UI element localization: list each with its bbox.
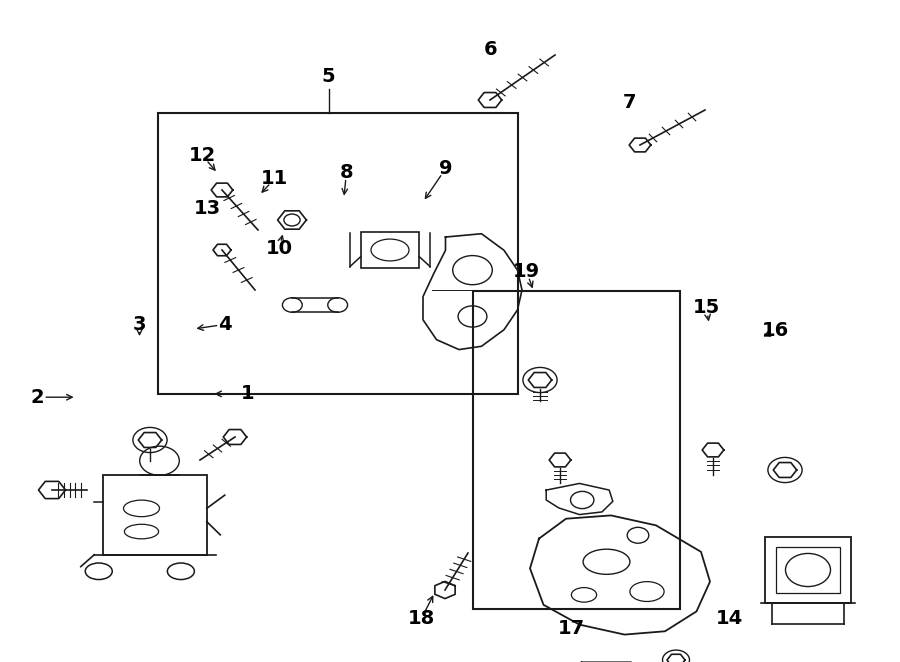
Text: 12: 12	[189, 146, 216, 165]
Text: 13: 13	[194, 199, 220, 218]
Text: 1: 1	[240, 385, 255, 403]
Text: 9: 9	[439, 160, 452, 178]
Text: 10: 10	[266, 239, 292, 258]
Text: 18: 18	[408, 610, 435, 628]
Text: 2: 2	[31, 388, 45, 406]
Text: 7: 7	[623, 93, 637, 112]
Bar	[765, 537, 850, 603]
Text: 17: 17	[558, 619, 585, 638]
Text: 6: 6	[483, 40, 498, 59]
Text: 19: 19	[513, 262, 540, 281]
Text: 3: 3	[133, 315, 146, 334]
Bar	[158, 113, 518, 394]
Text: 5: 5	[321, 67, 336, 86]
Text: 16: 16	[762, 322, 789, 340]
Text: 4: 4	[218, 315, 232, 334]
Bar	[776, 547, 840, 593]
Text: 8: 8	[339, 163, 354, 181]
Bar	[361, 232, 419, 268]
Text: 14: 14	[716, 610, 742, 628]
Text: 15: 15	[693, 299, 720, 317]
Bar	[472, 291, 680, 609]
Bar	[104, 475, 207, 555]
Text: 11: 11	[261, 169, 288, 188]
